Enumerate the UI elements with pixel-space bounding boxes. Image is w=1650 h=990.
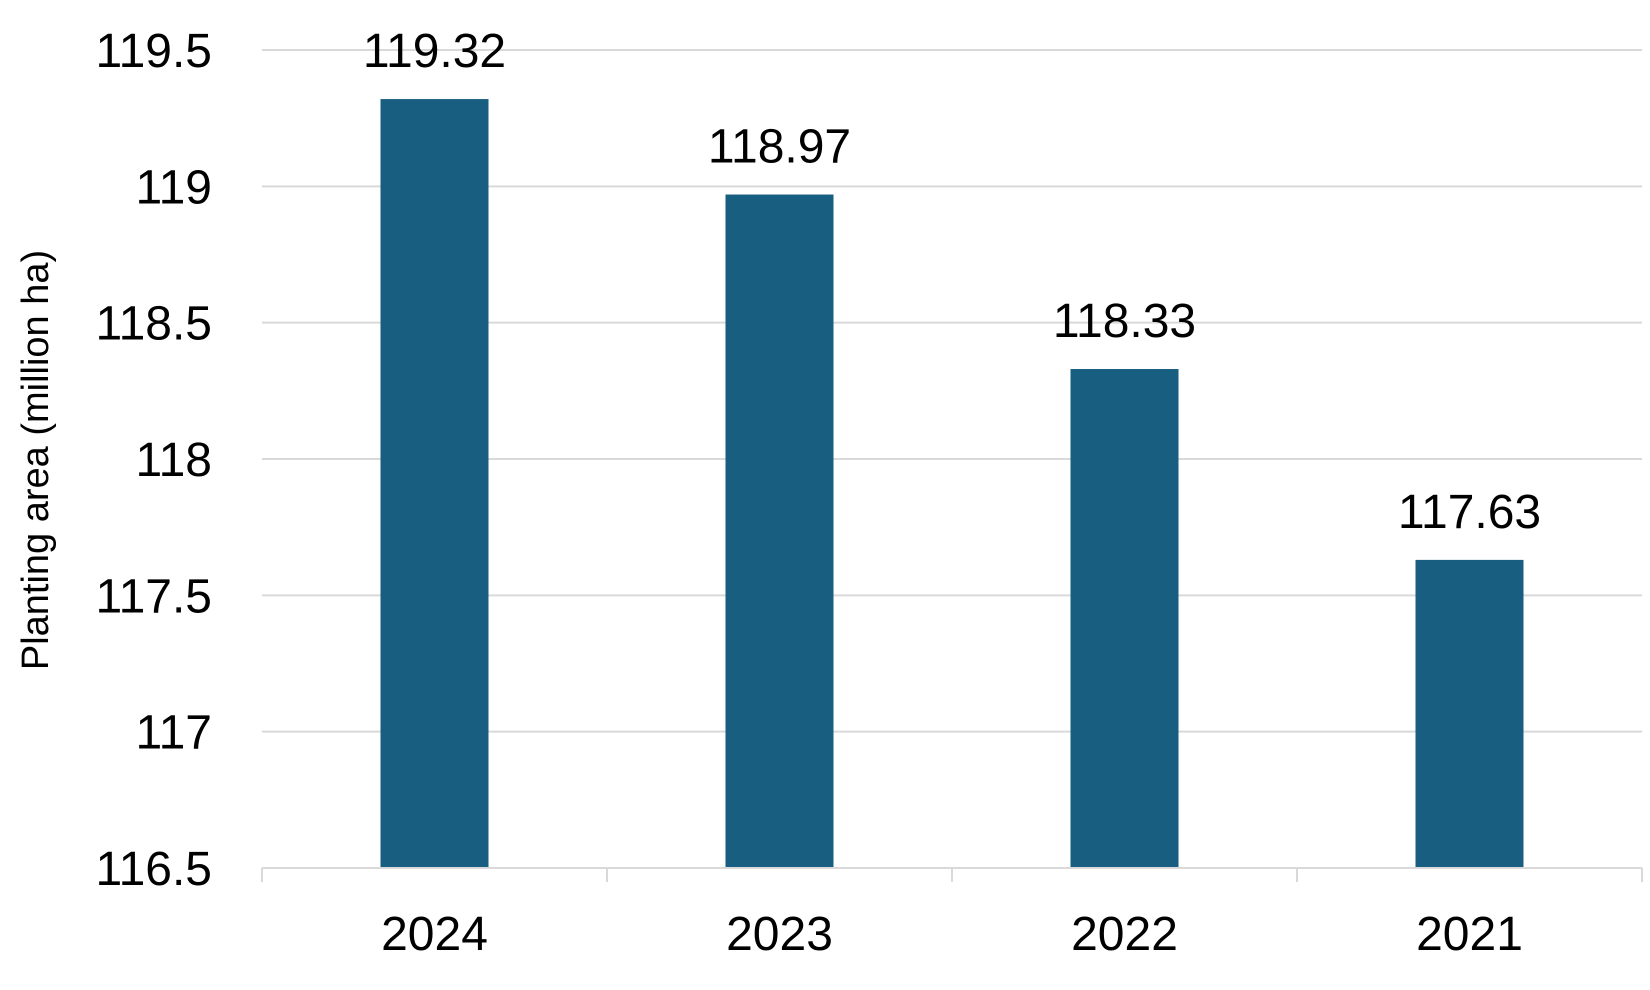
x-tick-label-2023: 2023 bbox=[726, 908, 833, 961]
y-tick-label: 119 bbox=[135, 161, 212, 214]
y-tick-label: 118.5 bbox=[95, 298, 212, 351]
y-tick-label: 116.5 bbox=[95, 843, 212, 896]
y-axis-ticks: 116.5 117 117.5 118 118.5 119 119.5 bbox=[95, 25, 212, 896]
data-label-2021: 117.63 bbox=[1398, 486, 1541, 539]
bar-2022 bbox=[1070, 369, 1179, 868]
y-tick-label: 117 bbox=[135, 707, 212, 760]
bar-2023 bbox=[725, 194, 834, 869]
bar-2024 bbox=[380, 99, 489, 868]
x-axis: 2024 2023 2022 2021 bbox=[261, 867, 1643, 961]
data-label-2022: 118.33 bbox=[1053, 295, 1196, 348]
bar-2021 bbox=[1415, 559, 1524, 868]
y-axis-title: Planting area (million ha) bbox=[15, 250, 57, 670]
x-tick-label-2024: 2024 bbox=[381, 908, 488, 961]
gridlines bbox=[262, 49, 1642, 733]
data-labels: 119.32 118.97 118.33 117.63 bbox=[363, 25, 1541, 539]
x-tick-label-2021: 2021 bbox=[1416, 908, 1523, 961]
data-label-2023: 118.97 bbox=[708, 121, 851, 174]
bars bbox=[380, 99, 1524, 869]
y-tick-label: 117.5 bbox=[95, 570, 212, 623]
y-tick-label: 118 bbox=[135, 434, 212, 487]
x-tick-label-2022: 2022 bbox=[1071, 908, 1178, 961]
data-label-2024: 119.32 bbox=[363, 25, 506, 78]
y-tick-label: 119.5 bbox=[95, 25, 212, 78]
